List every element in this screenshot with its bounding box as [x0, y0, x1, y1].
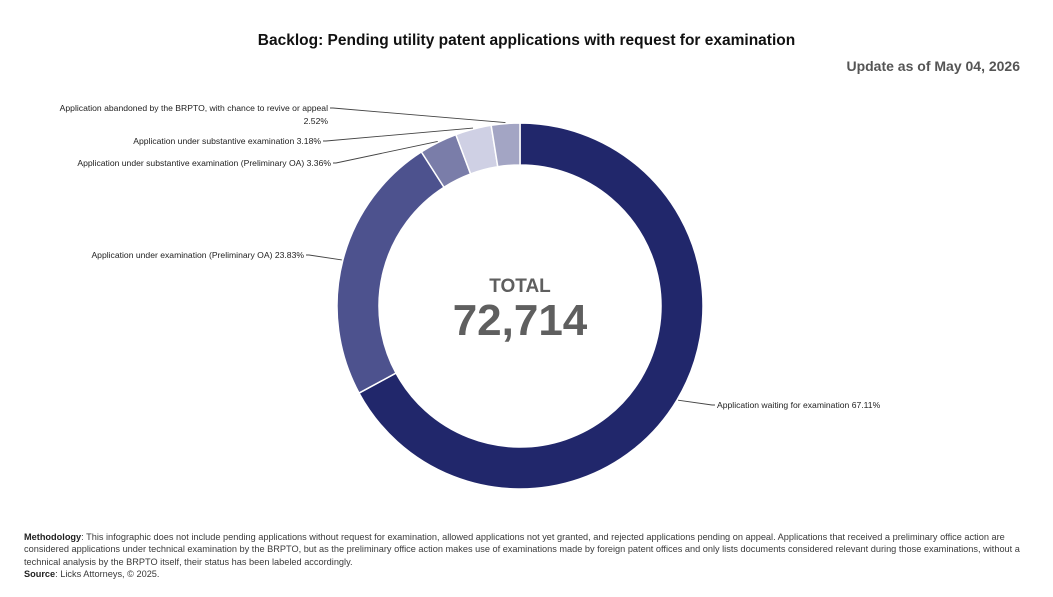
chart-title: Backlog: Pending utility patent applicat…: [257, 32, 796, 49]
leader-line-application-under-examination-preliminary-oa: [306, 254, 342, 261]
slice-application-waiting-for-examination: [358, 122, 704, 490]
leader-line-application-waiting-for-examination: [677, 399, 715, 406]
slices-layer: [336, 122, 704, 490]
center-total-value: 72,714: [453, 296, 588, 345]
update-date: Update as of May 04, 2026: [846, 58, 1020, 74]
footer-notes: Methodology: This infographic does not i…: [24, 531, 1029, 580]
slice-application-abandoned-by-the-brpto-with-chance-to-revive-or-appeal: [490, 122, 521, 168]
slice-label-application-under-substantive-examination: Application under substantive examinatio…: [133, 136, 321, 146]
slice-label-application-under-substantive-examination-preliminary-oa: Application under substantive examinatio…: [77, 158, 331, 168]
slice-label-application-abandoned-by-the-brpto-with-chance-to-revive-or-appeal: Application abandoned by the BRPTO, with…: [60, 103, 328, 113]
source-note: Source: Licks Attorneys, © 2025.: [24, 568, 1029, 580]
slice-label-percent-application-abandoned-by-the-brpto-with-chance-to-revive-or-appeal: 2.52%: [304, 116, 329, 126]
methodology-text: : This infographic does not include pend…: [24, 532, 1020, 567]
center-caption: TOTAL: [489, 276, 551, 297]
leader-line-application-under-substantive-examination: [323, 127, 474, 142]
slice-label-application-waiting-for-examination: Application waiting for examination 67.1…: [717, 400, 881, 410]
source-label: Source: [24, 568, 56, 579]
methodology-note: Methodology: This infographic does not i…: [24, 531, 1029, 568]
leader-line-application-abandoned-by-the-brpto-with-chance-to-revive-or-appeal: [330, 107, 506, 124]
methodology-label: Methodology: [24, 532, 82, 542]
leader-lines-layer: [306, 107, 715, 406]
slice-labels-layer: Application waiting for examination 67.1…: [60, 103, 881, 410]
leader-line-application-under-substantive-examination-preliminary-oa: [333, 140, 438, 164]
source-text: : Licks Attorneys, © 2025.: [55, 568, 160, 579]
slice-label-application-under-examination-preliminary-oa: Application under examination (Prelimina…: [91, 250, 304, 260]
slice-application-under-examination-preliminary-oa: [336, 150, 446, 395]
